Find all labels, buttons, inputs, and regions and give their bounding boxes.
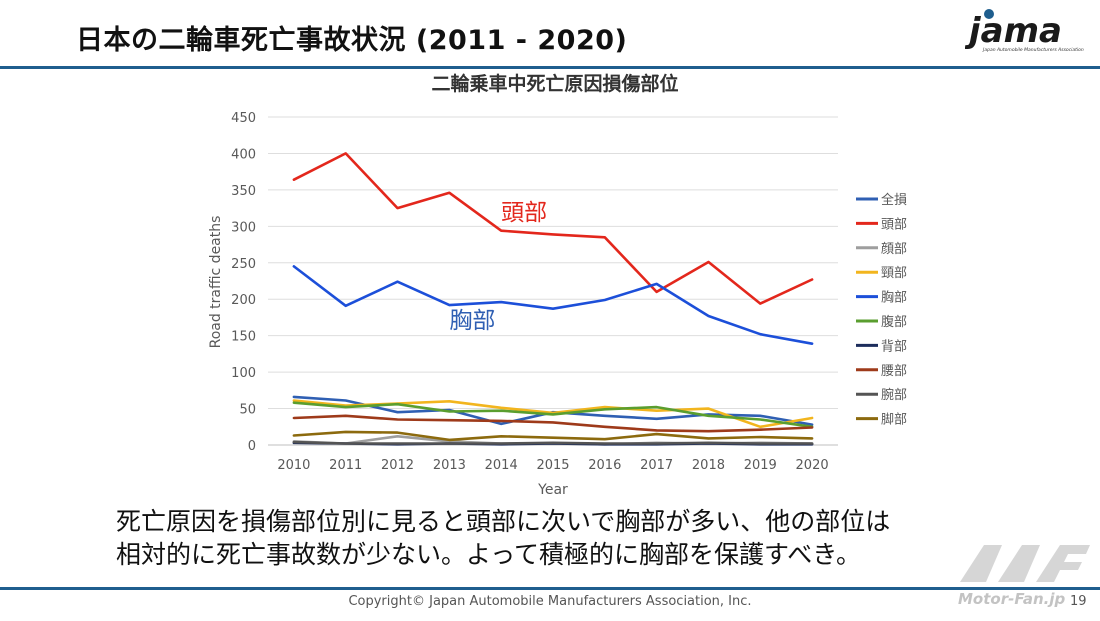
series-line — [292, 401, 814, 429]
line-chart: 二輪乗車中死亡原因損傷部位 0 50 100 150 200 250 300 350 400 450… — [208, 72, 907, 498]
y-tick-label: 300 — [231, 220, 256, 235]
series-line — [292, 395, 814, 426]
y-tick-label: 150 — [231, 330, 256, 345]
y-tick-label: 350 — [231, 184, 256, 199]
x-tick-label: 2016 — [588, 458, 621, 473]
legend-label: 腰部 — [881, 364, 907, 379]
x-tick-label: 2017 — [640, 458, 673, 473]
x-tick-label: 2010 — [277, 458, 310, 473]
watermark-logo — [960, 545, 1090, 582]
y-tick-label: 0 — [248, 439, 256, 454]
legend-label: 頸部 — [881, 266, 907, 281]
footer-divider — [0, 587, 1100, 590]
legend-label: 頭部 — [881, 217, 907, 232]
x-tick-label: 2012 — [381, 458, 414, 473]
y-tick-label: 250 — [231, 257, 256, 272]
page-number: 19 — [1070, 594, 1087, 609]
series-line — [292, 152, 814, 305]
legend-label: 腕部 — [881, 387, 907, 403]
legend-label: 脚部 — [881, 412, 907, 428]
legend-label: 腹部 — [881, 314, 907, 330]
y-tick-label: 50 — [239, 403, 256, 418]
y-tick-label: 450 — [231, 111, 256, 126]
legend-label: 全損 — [881, 192, 907, 208]
x-axis-label: Year — [537, 482, 568, 498]
y-tick-label: 200 — [231, 293, 256, 308]
legend-label: 胸部 — [881, 291, 907, 306]
x-tick-label: 2015 — [536, 458, 569, 473]
copyright-footer: Copyright© Japan Automobile Manufacturer… — [348, 594, 752, 609]
y-axis-label: Road traffic deaths — [208, 216, 224, 349]
slide-title: 日本の二輪車死亡事故状況 (2011 - 2020) — [76, 25, 628, 56]
svg-text:jama: jama — [965, 11, 1062, 51]
y-tick-label: 100 — [231, 366, 256, 381]
y-tick-label: 400 — [231, 147, 256, 162]
caption-line-1: 死亡原因を損傷部位別に見ると頭部に次いで胸部が多い、他の部位は — [116, 507, 891, 536]
legend-label: 顔部 — [881, 242, 907, 257]
x-tick-label: 2013 — [433, 458, 466, 473]
jama-logo: jama Japan Automobile Manufacturers Asso… — [965, 9, 1084, 53]
svg-text:Japan Automobile Manufacturers: Japan Automobile Manufacturers Associati… — [982, 47, 1084, 53]
watermark-text: Motor-Fan.jp — [958, 590, 1066, 608]
x-tick-label: 2018 — [692, 458, 725, 473]
slide-caption: 死亡原因を損傷部位別に見ると頭部に次いで胸部が多い、他の部位は 相対的に死亡事故… — [116, 505, 890, 571]
legend-label: 背部 — [881, 339, 907, 354]
caption-line-2: 相対的に死亡事故数が少ない。よって積極的に胸部を保護すべき。 — [116, 540, 862, 569]
chart-title: 二輪乗車中死亡原因損傷部位 — [431, 72, 678, 95]
series-line — [292, 440, 814, 445]
series-line — [292, 430, 814, 442]
chart-annotation: 胸部 — [449, 308, 495, 334]
x-tick-label: 2019 — [744, 458, 777, 473]
chart-annotation: 頭部 — [501, 200, 547, 226]
x-tick-label: 2011 — [329, 458, 362, 473]
series-line — [292, 265, 814, 346]
header-divider — [0, 66, 1100, 69]
x-tick-label: 2020 — [796, 458, 829, 473]
x-tick-label: 2014 — [485, 458, 518, 473]
series-line — [292, 414, 814, 433]
